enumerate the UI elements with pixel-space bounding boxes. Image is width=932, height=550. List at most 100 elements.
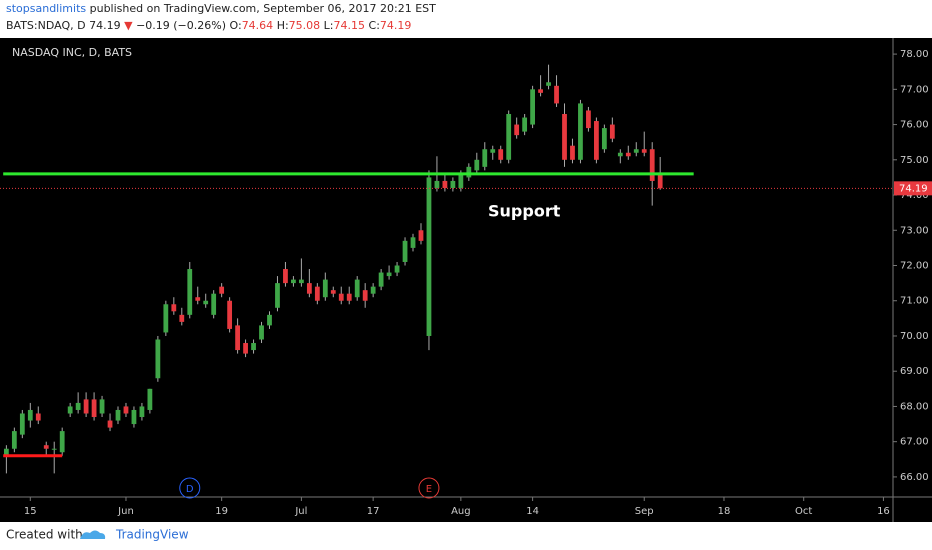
candle-body: [562, 113, 567, 160]
low-value: 74.15: [334, 19, 366, 32]
candle-body: [338, 293, 344, 301]
candle-body: [522, 117, 528, 132]
chart-title: NASDAQ INC, D, BATS: [12, 46, 132, 59]
x-tick-label: 14: [526, 506, 539, 517]
candle-body: [227, 300, 233, 329]
candle-body: [538, 89, 543, 93]
candle-body: [179, 314, 185, 322]
candle-body: [298, 279, 304, 284]
candle-body: [434, 180, 440, 188]
footer-bg: [0, 522, 932, 550]
x-tick-label: Jul: [294, 506, 307, 517]
y-tick-label: 75.00: [900, 155, 929, 166]
candle-body: [275, 283, 280, 308]
candle-body: [155, 339, 161, 379]
event-marker: [418, 477, 440, 499]
candle-body: [267, 314, 272, 326]
x-tick-label: Jun: [117, 506, 134, 517]
candle-body: [354, 279, 360, 298]
y-tick-label: 66.00: [900, 472, 929, 483]
last-price-label: 74.19: [899, 183, 928, 194]
candle-body: [3, 448, 9, 456]
last-price-tag: [894, 181, 932, 196]
candle-body: [330, 290, 336, 294]
candle-body: [370, 286, 376, 294]
candle-body: [442, 180, 448, 188]
x-tick-label: 19: [215, 506, 228, 517]
candle-body: [139, 406, 145, 418]
candle-body: [67, 406, 73, 414]
candle-body: [546, 82, 551, 86]
y-tick-label: 74.00: [900, 190, 929, 201]
author[interactable]: stopsandlimits: [6, 2, 86, 15]
y-tick-label: 71.00: [900, 296, 929, 307]
close-value: 74.19: [380, 19, 412, 32]
candle-body: [19, 413, 25, 435]
candle-body: [115, 409, 121, 421]
y-tick-label: 69.00: [900, 366, 929, 377]
open-label: O:: [230, 19, 242, 32]
candle-body: [418, 230, 424, 241]
candle-body: [11, 431, 17, 449]
candle-body: [27, 409, 33, 421]
candle-body: [498, 149, 504, 160]
footer-brand[interactable]: TradingView: [115, 528, 189, 542]
candle-body: [554, 85, 559, 104]
y-tick-label: 76.00: [900, 120, 929, 131]
candle-body: [251, 343, 256, 351]
candle-body: [450, 180, 456, 188]
y-tick-label: 68.00: [900, 401, 929, 412]
annotation: Support: [488, 202, 561, 221]
x-tick-label: 16: [877, 506, 890, 517]
brand-logo: [80, 530, 106, 539]
candle-body: [402, 240, 408, 262]
candle-body: [147, 388, 153, 410]
y-tick-label: 70.00: [900, 331, 929, 342]
candle-body: [506, 113, 512, 160]
y-tick-label: 67.00: [900, 437, 929, 448]
y-tick-label: 72.00: [900, 261, 929, 272]
candle-body: [243, 343, 248, 354]
candle-body: [530, 89, 536, 125]
candle-body: [107, 420, 113, 428]
last-price: 74.19: [89, 19, 121, 32]
symbol: BATS:NDAQ, D: [6, 19, 86, 32]
y-tick-label: 77.00: [900, 84, 929, 95]
x-tick-label: Aug: [451, 506, 471, 517]
candle-body: [131, 409, 137, 425]
candle-body: [322, 279, 328, 298]
candle-body: [426, 177, 432, 336]
y-tick-label: 73.00: [900, 225, 929, 236]
candle-body: [83, 399, 89, 414]
event-label: E: [426, 484, 432, 495]
candle-body: [43, 445, 49, 449]
candle-body: [594, 121, 599, 160]
candle-body: [235, 325, 240, 351]
published: published on TradingView.com, September …: [90, 2, 437, 15]
y-tick-label: 78.00: [900, 49, 929, 60]
candle-body: [657, 172, 663, 189]
candle-body: [609, 124, 615, 139]
candle-body: [51, 448, 57, 450]
candle-body: [633, 149, 639, 153]
candle-body: [283, 269, 288, 284]
candle-body: [171, 304, 177, 312]
x-tick-label: 18: [718, 506, 731, 517]
candle-body: [91, 399, 97, 418]
change-arrow: ▼: [124, 19, 133, 32]
event-marker: [179, 477, 201, 499]
candle-body: [187, 269, 193, 315]
candle-body: [203, 300, 209, 305]
candle-body: [123, 406, 129, 414]
candle-body: [625, 152, 631, 157]
candle-body: [219, 286, 225, 294]
candle-body: [482, 149, 488, 167]
x-tick-label: 15: [24, 506, 37, 517]
candle-body: [59, 431, 65, 453]
candle-body: [394, 265, 400, 273]
candle-body: [314, 286, 320, 301]
candle-body: [306, 283, 312, 294]
candle-body: [410, 237, 416, 248]
low-label: L:: [324, 19, 334, 32]
x-tick-label: Sep: [635, 506, 654, 517]
